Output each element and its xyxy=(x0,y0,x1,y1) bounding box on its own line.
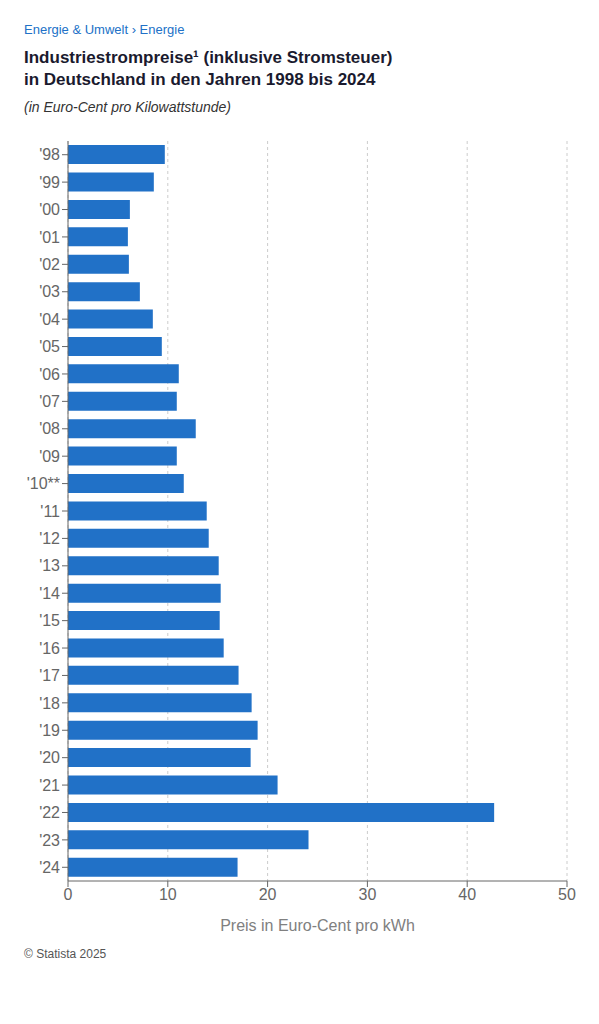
svg-text:'13: '13 xyxy=(39,557,60,574)
svg-text:'99: '99 xyxy=(39,174,60,191)
svg-text:0: 0 xyxy=(64,886,73,903)
html-text:Energie & Umwelt › Energie: Energie & Umwelt › Energie xyxy=(24,22,185,37)
html-text:© Statista 2025: © Statista 2025 xyxy=(24,947,107,961)
svg-text:'23: '23 xyxy=(39,832,60,849)
svg-text:'03: '03 xyxy=(39,283,60,300)
svg-text:'06: '06 xyxy=(39,366,60,383)
svg-text:'04: '04 xyxy=(39,311,60,328)
svg-text:'16: '16 xyxy=(39,640,60,657)
svg-text:'14: '14 xyxy=(39,585,60,602)
svg-text:'21: '21 xyxy=(39,777,60,794)
svg-text:50: 50 xyxy=(558,886,576,903)
svg-text:'19: '19 xyxy=(39,722,60,739)
svg-text:'24: '24 xyxy=(39,859,60,876)
svg-text:'22: '22 xyxy=(39,804,60,821)
svg-text:30: 30 xyxy=(359,886,377,903)
svg-text:'17: '17 xyxy=(39,667,60,684)
svg-text:'98: '98 xyxy=(39,146,60,163)
svg-text:'11: '11 xyxy=(40,503,60,520)
html-text:Industriestrompreise¹ (inklusi: Industriestrompreise¹ (inklusive Stromst… xyxy=(24,48,393,67)
svg-text:'15: '15 xyxy=(39,612,60,629)
html-text:in Deutschland in den Jahren 1: in Deutschland in den Jahren 1998 bis 20… xyxy=(24,70,376,89)
svg-text:'00: '00 xyxy=(39,201,60,218)
svg-text:'08: '08 xyxy=(39,420,60,437)
svg-text:20: 20 xyxy=(259,886,277,903)
svg-text:40: 40 xyxy=(458,886,476,903)
svg-text:'18: '18 xyxy=(39,695,60,712)
svg-text:Preis in Euro-Cent pro kWh: Preis in Euro-Cent pro kWh xyxy=(220,917,415,934)
svg-text:'20: '20 xyxy=(39,749,60,766)
svg-text:'09: '09 xyxy=(39,448,60,465)
svg-text:10: 10 xyxy=(159,886,177,903)
svg-text:'07: '07 xyxy=(39,393,60,410)
svg-text:'01: '01 xyxy=(39,229,60,246)
svg-text:'12: '12 xyxy=(39,530,60,547)
html-text:(in Euro-Cent pro Kilowattstun: (in Euro-Cent pro Kilowattstunde) xyxy=(24,99,231,115)
svg-text:'10**: '10** xyxy=(27,475,60,492)
svg-text:'05: '05 xyxy=(39,338,60,355)
svg-text:'02: '02 xyxy=(39,256,60,273)
